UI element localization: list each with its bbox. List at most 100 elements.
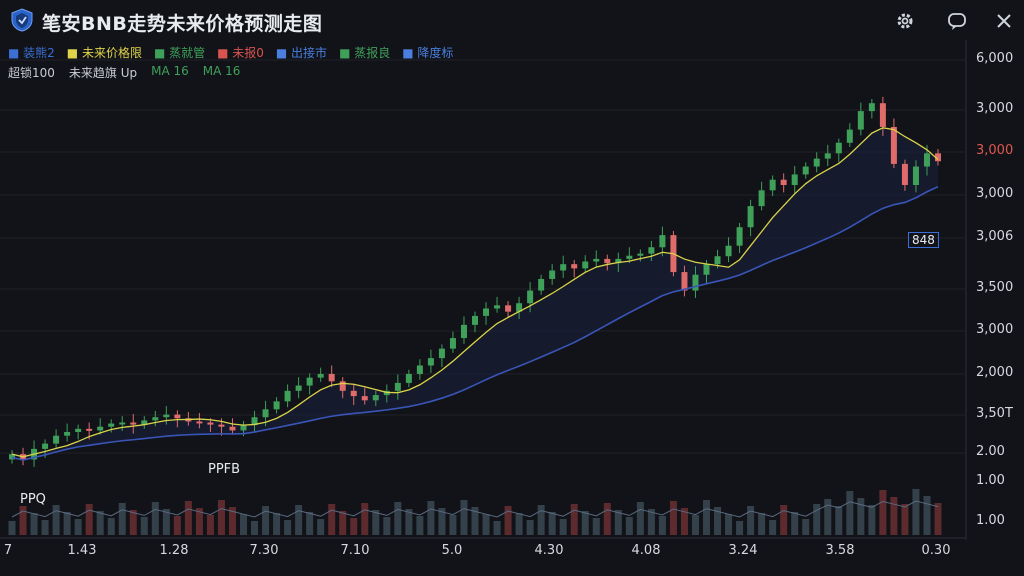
legend2-item[interactable]: 超锁100	[8, 66, 55, 80]
volume-bar	[306, 512, 314, 535]
legend1-item[interactable]: ■ 未来价格限	[66, 46, 142, 60]
volume-bar	[184, 501, 192, 535]
volume-bar	[140, 517, 148, 535]
candle-body	[361, 396, 368, 401]
legend-row-1: ■ 装熊2 ■ 未来价格限 ■ 蒸就管 ■ 未报0 ■ 出接市 ■ 蒸报良 ■ 降度标	[8, 44, 453, 61]
volume-bar	[758, 513, 766, 535]
legend1-item[interactable]: ■ 出接市	[275, 46, 328, 60]
legend1-item[interactable]: ■ 蒸报良	[339, 46, 391, 60]
candle-body	[405, 373, 412, 383]
candle-body	[108, 423, 115, 427]
legend1-item[interactable]: ■ 未报0	[217, 46, 264, 60]
legend1-item[interactable]: ■ 蒸就管	[153, 46, 206, 60]
y-tick-label: 3,000	[976, 186, 1014, 201]
candle-body	[295, 385, 302, 391]
candle-body	[394, 382, 401, 391]
shield-logo-icon	[11, 8, 33, 32]
x-tick-label: 7	[3, 543, 13, 558]
volume-bar	[74, 519, 82, 535]
volume-bar	[802, 519, 810, 535]
candle-body	[912, 166, 919, 185]
ppfb-label: PPFB	[208, 462, 241, 477]
candle-body	[637, 253, 644, 256]
volume-bar	[504, 506, 512, 535]
candle-body	[53, 435, 60, 444]
candle-body	[460, 324, 467, 339]
volume-bar	[857, 498, 865, 535]
legend1-item[interactable]: ■ 降度标	[402, 46, 454, 60]
volume-bar	[769, 520, 777, 535]
candle-body	[494, 305, 501, 309]
settings-gear-icon[interactable]	[894, 10, 916, 32]
legend1-item[interactable]: ■ 装熊2	[8, 46, 55, 60]
volume-bar	[581, 511, 589, 535]
volume-bar	[923, 496, 931, 535]
close-button[interactable]	[993, 10, 1015, 32]
volume-bar	[614, 510, 622, 535]
legend2-item[interactable]: MA 16	[202, 64, 241, 78]
price-marker-box[interactable]: 848	[908, 232, 939, 248]
candle-body	[505, 305, 512, 312]
legend2-item[interactable]: 未来趋旗 Up	[68, 66, 138, 80]
x-tick-label: 1.28	[159, 543, 189, 558]
y-tick-label: 3,500	[976, 280, 1014, 295]
volume-bar	[52, 505, 60, 535]
x-tick-label: 4.08	[631, 543, 661, 558]
volume-bar	[339, 511, 347, 535]
candle-body	[141, 420, 148, 425]
candle-body	[350, 390, 357, 397]
volume-bar	[548, 512, 556, 535]
volume-bar	[791, 512, 799, 535]
volume-bar	[19, 506, 27, 535]
candle-body	[163, 414, 170, 418]
volume-bar	[471, 507, 479, 535]
volume-bar	[262, 506, 270, 535]
candle-body	[9, 454, 15, 460]
candle-body	[736, 227, 743, 246]
x-tick-label: 7.10	[340, 543, 370, 558]
candle-body	[130, 422, 137, 425]
candle-body	[725, 245, 732, 257]
candle-body	[218, 424, 225, 427]
volume-bar	[295, 505, 303, 535]
volume-bar	[592, 518, 600, 535]
candle-body	[64, 432, 71, 436]
volume-bar	[228, 507, 236, 535]
volume-bar	[835, 506, 843, 535]
y-tick-label: 3,000	[976, 322, 1014, 337]
gear-icon	[897, 13, 913, 29]
candle-body	[427, 358, 434, 366]
candle-body	[626, 255, 633, 259]
y-tick-label: 2.00	[976, 444, 1005, 459]
legend2-item[interactable]: MA 16	[151, 64, 189, 78]
volume-bar	[691, 515, 699, 535]
chat-button[interactable]	[946, 10, 968, 32]
candle-body	[890, 126, 897, 164]
candle-body	[593, 258, 600, 262]
volume-bar	[217, 500, 225, 535]
volume-bar	[725, 514, 733, 535]
y-tick-label: 3,50T	[976, 406, 1013, 421]
volume-bar	[372, 510, 380, 535]
volume-bar	[107, 518, 115, 535]
volume-bar	[361, 503, 369, 535]
candle-body	[813, 158, 820, 167]
window-title: 笔安BNB走势未来价格预测走图	[42, 13, 323, 35]
volume-bar	[251, 521, 259, 535]
volume-bar	[647, 509, 655, 535]
candle-body	[229, 426, 236, 431]
ma-fast-line	[11, 127, 939, 458]
volume-bar	[526, 520, 534, 535]
volume-bar	[934, 503, 942, 535]
candle-body	[648, 247, 655, 254]
title-bar: 笔安BNB走势未来价格预测走图	[0, 0, 1024, 40]
volume-bar	[317, 519, 325, 535]
candle-body	[306, 377, 313, 386]
candle-body	[758, 190, 765, 207]
volume-bar	[394, 502, 402, 535]
candle-body	[42, 443, 49, 449]
volume-bar	[30, 513, 38, 535]
candle-body	[802, 166, 809, 175]
volume-bar	[41, 520, 49, 535]
